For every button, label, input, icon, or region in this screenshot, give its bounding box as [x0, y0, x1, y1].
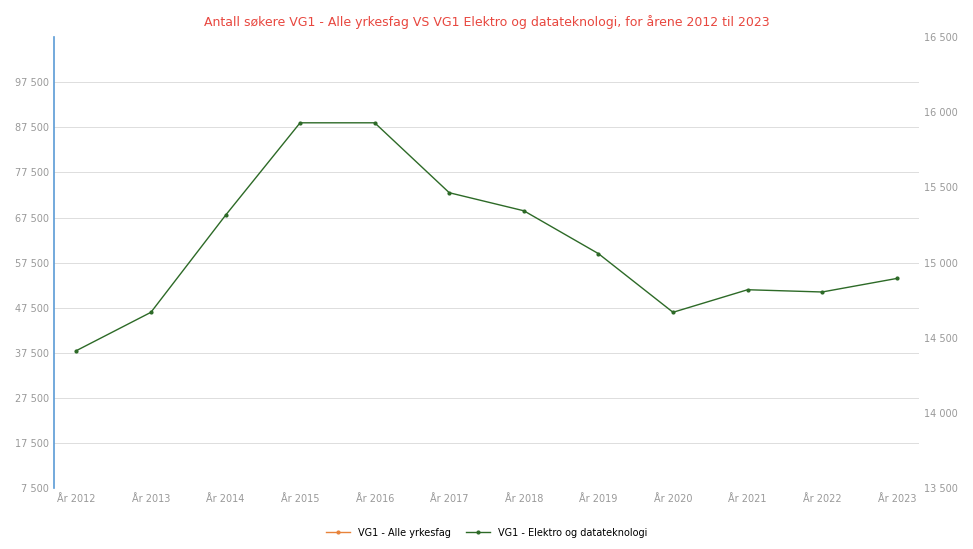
VG1 - Elektro og datateknologi	[667, 309, 679, 316]
VG1 - Elektro og datateknologi	[145, 309, 157, 316]
VG1 - Elektro og datateknologi	[294, 120, 306, 126]
VG1 - Elektro og datateknologi	[741, 287, 753, 293]
Line: VG1 - Elektro og datateknologi: VG1 - Elektro og datateknologi	[75, 121, 898, 352]
VG1 - Elektro og datateknologi	[891, 275, 903, 282]
Title: Antall søkere VG1 - Alle yrkesfag VS VG1 Elektro og datateknologi, for årene 201: Antall søkere VG1 - Alle yrkesfag VS VG1…	[203, 15, 770, 29]
VG1 - Elektro og datateknologi	[816, 289, 828, 295]
VG1 - Elektro og datateknologi	[220, 212, 232, 219]
Legend: VG1 - Alle yrkesfag, VG1 - Elektro og datateknologi: VG1 - Alle yrkesfag, VG1 - Elektro og da…	[322, 524, 651, 541]
VG1 - Elektro og datateknologi	[518, 208, 529, 214]
VG1 - Elektro og datateknologi	[70, 348, 82, 354]
VG1 - Elektro og datateknologi	[369, 120, 380, 126]
VG1 - Elektro og datateknologi	[593, 250, 604, 257]
VG1 - Elektro og datateknologi	[444, 189, 455, 196]
